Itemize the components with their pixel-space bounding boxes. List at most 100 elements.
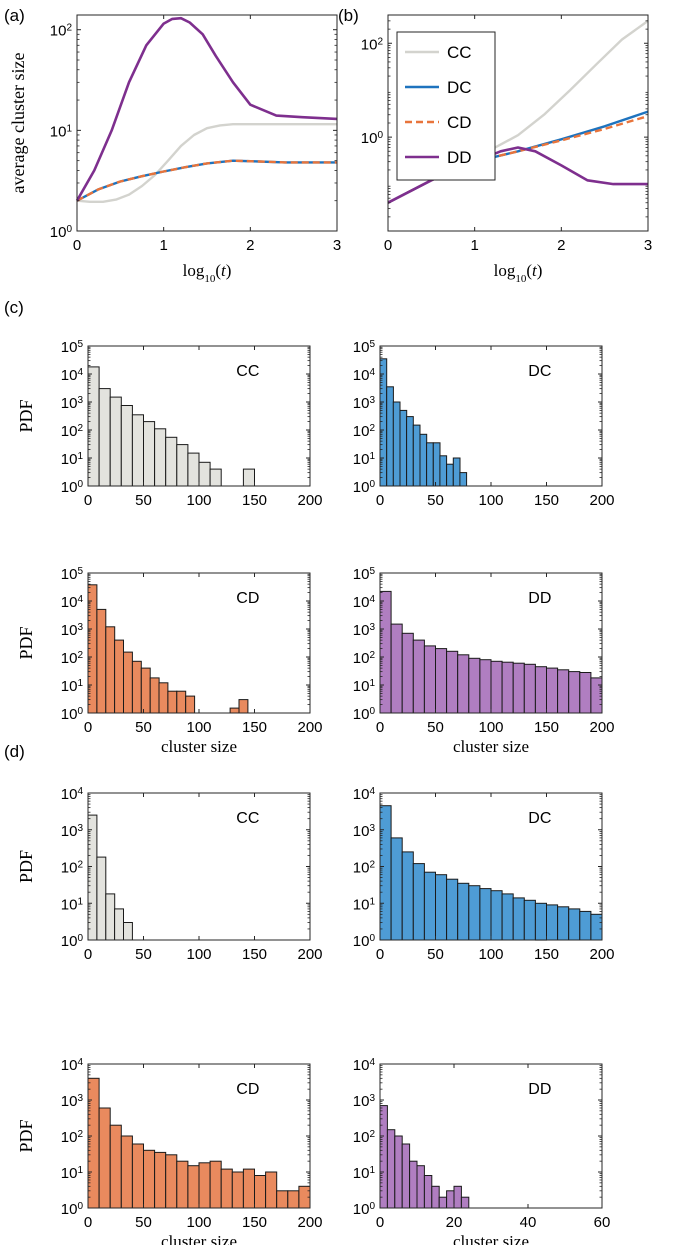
y-tick-label: 103	[353, 1093, 376, 1111]
y-tick-label: 102	[61, 650, 84, 668]
bar	[158, 682, 169, 714]
bar	[98, 1107, 111, 1209]
bar	[512, 897, 525, 941]
legend-entry-dc: DC	[447, 78, 472, 97]
bar	[185, 695, 196, 714]
legend: CC DC CD DD	[396, 31, 496, 181]
x-axis-label: cluster size	[453, 1232, 529, 1245]
bar	[412, 424, 421, 487]
bar	[523, 663, 536, 714]
y-tick-label: 105	[353, 339, 376, 357]
bar	[490, 660, 503, 714]
bar	[390, 837, 403, 941]
bar	[379, 1105, 388, 1209]
bar	[238, 699, 249, 714]
histogram-label: CC	[236, 810, 259, 827]
bar	[460, 1196, 470, 1209]
y-tick-label: 100	[50, 224, 73, 242]
x-axis-label: cluster size	[161, 1232, 237, 1245]
bar	[468, 885, 481, 941]
histogram-label: DC	[528, 363, 551, 380]
x-tick-label: 200	[589, 719, 614, 736]
bar	[392, 401, 401, 487]
bar	[431, 1185, 440, 1209]
y-tick-label: 102	[50, 22, 73, 40]
y-tick-label: 104	[353, 594, 376, 612]
bar	[501, 893, 514, 941]
bar	[534, 666, 548, 714]
bar	[426, 442, 434, 487]
chart-d-cd: CD 0 50 100 150 200 100 101 102 103 104 cluster siz…	[16, 1057, 323, 1245]
y-tick-label: 101	[353, 1165, 376, 1183]
y-tick-label: 100	[353, 706, 376, 724]
y-tick-label: 100	[361, 130, 384, 148]
bar	[176, 690, 187, 714]
x-axis-label: cluster size	[161, 737, 237, 756]
bar	[435, 648, 448, 714]
bar	[167, 690, 178, 714]
x-tick-label: 0	[73, 237, 81, 254]
y-tick-label: 103	[353, 395, 376, 413]
y-tick-label: 103	[61, 1093, 84, 1111]
bar	[198, 1162, 211, 1209]
chart-d-dc: DC 0 50 100 150 200 100 101 102 103 104	[353, 786, 615, 964]
bar	[109, 396, 122, 487]
x-tick-label: 0	[376, 719, 384, 736]
x-tick-label: 150	[242, 946, 267, 963]
bar	[187, 452, 200, 487]
x-tick-label: 200	[297, 492, 322, 509]
bar	[386, 386, 394, 487]
bar	[446, 1190, 455, 1209]
y-tick-label: 102	[61, 423, 84, 441]
bar	[457, 654, 470, 714]
legend-entry-cc: CC	[447, 43, 472, 62]
bar	[379, 358, 388, 487]
panel-label-c: (c)	[4, 298, 24, 317]
bar	[546, 904, 559, 941]
y-tick-label: 101	[61, 451, 84, 469]
chart-b: 0 1 2 3 100 102 log10(t) CC DC CD DD	[361, 14, 652, 285]
y-tick-label: 102	[353, 859, 376, 877]
x-tick-label: 150	[534, 946, 559, 963]
bar	[96, 608, 107, 714]
x-tick-label: 100	[186, 946, 211, 963]
bar	[220, 1168, 233, 1209]
x-tick-label: 150	[242, 1214, 267, 1231]
x-tick-label: 40	[520, 1214, 537, 1231]
bar	[579, 910, 592, 941]
x-tick-label: 200	[589, 946, 614, 963]
y-tick-label: 104	[61, 367, 84, 385]
x-tick-label: 0	[84, 1214, 92, 1231]
y-tick-label: 101	[61, 896, 84, 914]
y-axis-label: PDF	[16, 399, 36, 432]
x-tick-label: 150	[534, 492, 559, 509]
bar	[479, 888, 492, 941]
bar	[265, 1171, 278, 1209]
bar	[490, 890, 503, 941]
bar	[423, 645, 436, 714]
chart-c-dc: DC 0 50 100 150 200 100 101 102 103 104 105	[353, 339, 615, 510]
x-tick-label: 200	[297, 719, 322, 736]
bar	[149, 677, 160, 714]
y-tick-label: 103	[353, 622, 376, 640]
y-tick-label: 101	[353, 896, 376, 914]
x-tick-label: 0	[84, 719, 92, 736]
bar	[435, 874, 448, 941]
x-tick-label: 50	[427, 492, 444, 509]
bar	[459, 472, 468, 487]
bar	[423, 871, 436, 941]
bar	[412, 863, 425, 941]
bar	[546, 667, 559, 714]
y-tick-label: 101	[50, 123, 73, 141]
x-tick-label: 50	[427, 946, 444, 963]
bar	[452, 457, 461, 487]
bar	[590, 677, 603, 714]
x-tick-label: 200	[297, 1214, 322, 1231]
bar	[534, 902, 548, 941]
x-tick-label: 2	[557, 237, 565, 254]
chart-a: 0 1 2 3 100 101 102 log10(t) average cluster siz…	[8, 14, 341, 285]
bar	[412, 639, 425, 714]
bar	[87, 1077, 100, 1209]
